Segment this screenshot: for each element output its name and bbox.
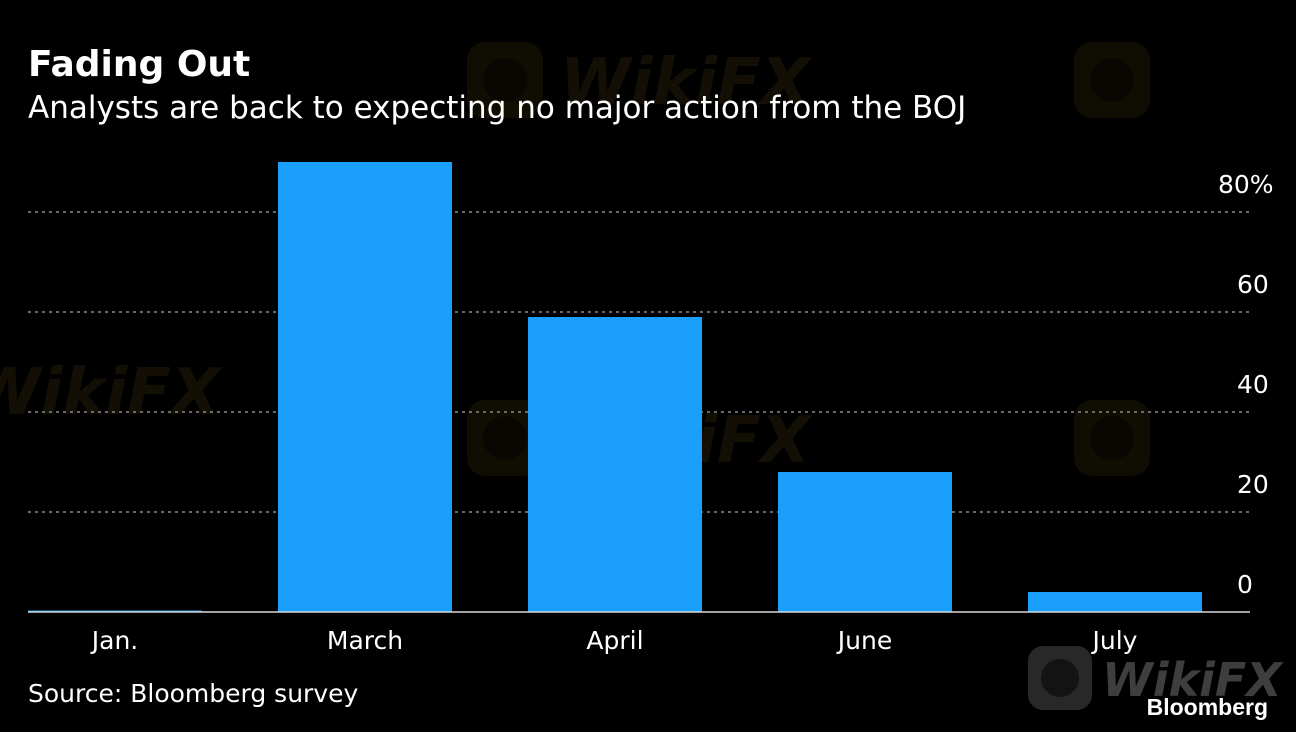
watermark-label: WikiFX [0,356,223,430]
x-tick-label: June [836,626,892,655]
x-tick-label: April [586,626,643,655]
y-tick-label: 40 [1237,370,1269,399]
chart-title: Fading Out [28,44,250,85]
chart-subtitle: Analysts are back to expecting no major … [28,90,966,126]
y-tick-label: 80% [1218,170,1274,199]
source-note: Source: Bloomberg survey [28,679,359,708]
y-axis-ticks: 0 20 40 60 80% [1218,170,1274,599]
bloomberg-logo: Bloomberg [1147,694,1268,720]
bar [278,162,452,612]
wikifx-watermark-logo: WikiFX [1028,646,1284,710]
y-tick-label: 60 [1237,270,1269,299]
watermark-label: WikiFX [1102,653,1284,707]
bar [778,472,952,612]
bar [1028,592,1202,612]
bars [28,162,1202,612]
bar [528,317,702,612]
watermark-label: WikiFX [560,46,813,120]
x-tick-label: March [327,626,403,655]
y-tick-label: 0 [1237,570,1253,599]
x-axis-ticks: Jan. March April June July [90,626,1138,655]
y-tick-label: 20 [1237,470,1269,499]
x-tick-label: July [1091,626,1138,655]
x-tick-label: Jan. [90,626,138,655]
